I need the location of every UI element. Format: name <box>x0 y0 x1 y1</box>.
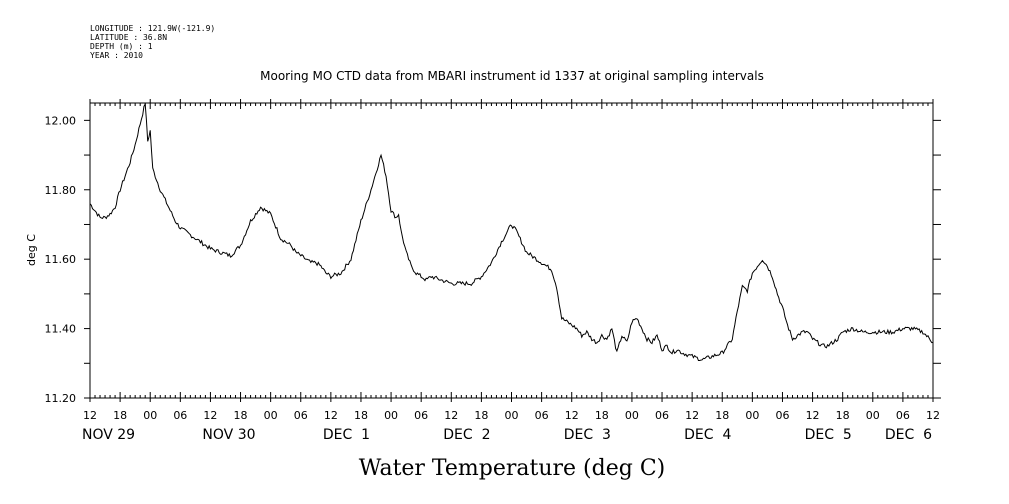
year-label: YEAR : 2010 <box>90 51 143 60</box>
y-axis-label: deg C <box>25 234 38 266</box>
x-tick-label: 00 <box>625 409 639 422</box>
x-tick-label: 06 <box>173 409 187 422</box>
x-tick-label: 18 <box>715 409 729 422</box>
x-tick-label: 12 <box>444 409 458 422</box>
x-tick-label: 12 <box>565 409 579 422</box>
x-tick-label: 18 <box>234 409 248 422</box>
date-label: DEC 4 <box>684 427 731 443</box>
x-tick-label: 00 <box>745 409 759 422</box>
x-tick-label: 12 <box>203 409 217 422</box>
x-tick-label: 00 <box>505 409 519 422</box>
x-tick-label: 12 <box>926 409 940 422</box>
latitude-label: LATITUDE : 36.8N <box>90 33 167 42</box>
y-tick-label: 12.00 <box>45 114 77 127</box>
date-label: NOV 29 <box>82 427 135 443</box>
date-label: DEC 2 <box>443 427 490 443</box>
date-label: DEC 6 <box>885 427 932 443</box>
x-tick-labels: 12 18 00 06 12 18 00 06 12 18 00 06 12 18 00 06 12 18 00 06… <box>83 409 940 422</box>
y-tick-label: 11.60 <box>45 253 77 266</box>
x-axis-label: Water Temperature (deg C) <box>359 456 666 481</box>
x-tick-label: 18 <box>354 409 368 422</box>
x-tick-label: 18 <box>113 409 127 422</box>
x-tick-label: 06 <box>414 409 428 422</box>
x-tick-label: 12 <box>324 409 338 422</box>
x-tick-label: 06 <box>896 409 910 422</box>
y-tick-label: 11.40 <box>45 323 77 336</box>
chart-title: Mooring MO CTD data from MBARI instrumen… <box>260 69 764 83</box>
date-label: DEC 5 <box>805 427 852 443</box>
x-tick-label: 18 <box>595 409 609 422</box>
depth-label: DEPTH (m) : 1 <box>90 42 153 51</box>
x-tick-label: 18 <box>474 409 488 422</box>
x-tick-label: 12 <box>83 409 97 422</box>
date-labels: NOV 29 NOV 30 DEC 1 DEC 2 DEC 3 DEC 4 DEC 5 DEC… <box>82 427 932 443</box>
x-tick-label: 00 <box>264 409 278 422</box>
x-tick-label: 00 <box>384 409 398 422</box>
axis-ticks <box>84 99 941 402</box>
date-label: DEC 1 <box>323 427 370 443</box>
x-tick-label: 06 <box>655 409 669 422</box>
temperature-series-line <box>89 102 934 362</box>
date-label: DEC 3 <box>564 427 611 443</box>
date-label: NOV 30 <box>202 427 255 443</box>
longitude-label: LONGITUDE : 121.9W(-121.9) <box>90 24 215 33</box>
x-tick-label: 18 <box>836 409 850 422</box>
x-tick-label: 00 <box>866 409 880 422</box>
x-tick-label: 06 <box>294 409 308 422</box>
x-tick-label: 00 <box>143 409 157 422</box>
x-tick-label: 12 <box>685 409 699 422</box>
y-tick-labels: 11.20 11.40 11.60 11.80 12.00 <box>45 114 77 405</box>
x-tick-label: 06 <box>535 409 549 422</box>
x-tick-label: 06 <box>775 409 789 422</box>
y-tick-label: 11.20 <box>45 392 77 405</box>
y-tick-label: 11.80 <box>45 184 77 197</box>
x-tick-label: 12 <box>806 409 820 422</box>
